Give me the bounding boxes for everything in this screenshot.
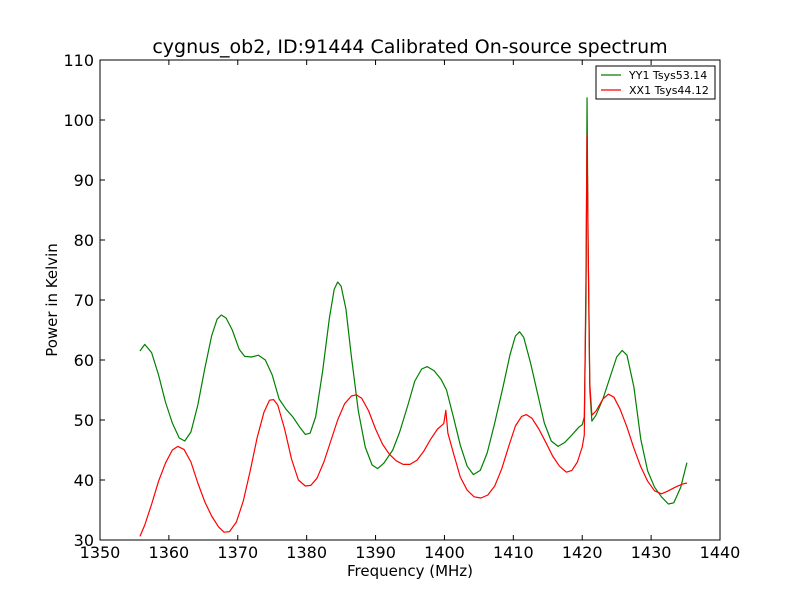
x-tick-label: 1440	[700, 543, 741, 562]
x-tick-labels: 1350 1360 1370 1380 1390 1400 1410 1420 1430 1440	[80, 543, 741, 562]
x-tick-label: 1420	[562, 543, 603, 562]
y-tick-label: 90	[74, 171, 94, 190]
y-axis-label: Power in Kelvin	[43, 243, 61, 357]
x-axis-label: Frequency (MHz)	[347, 562, 473, 580]
legend: YY1 Tsys53.14 XX1 Tsys44.12	[595, 65, 716, 100]
series-line-0	[139, 97, 688, 505]
x-tick-label: 1410	[493, 543, 534, 562]
y-tick-label: 30	[74, 531, 94, 550]
legend-label-xx1: XX1 Tsys44.12	[629, 84, 709, 97]
plot-frame	[99, 59, 721, 541]
legend-label-yy1: YY1 Tsys53.14	[628, 69, 707, 82]
x-tick-label: 1350	[80, 543, 121, 562]
y-tick-label: 70	[74, 291, 94, 310]
x-tick-label: 1390	[355, 543, 396, 562]
x-tick-label: 1360	[149, 543, 190, 562]
y-tick-label: 50	[74, 411, 94, 430]
y-tick-labels: 30 40 50 60 70 80 90 100 110	[63, 51, 94, 550]
chart-title: cygnus_ob2, ID:91444 Calibrated On-sourc…	[152, 36, 667, 58]
series-group	[139, 97, 688, 537]
legend-frame	[595, 65, 716, 100]
x-tick-label: 1370	[217, 543, 258, 562]
ticks-group	[99, 59, 721, 541]
plot-area	[99, 59, 721, 541]
y-tick-label: 110	[63, 51, 94, 70]
series-line-1	[139, 134, 688, 537]
y-tick-label: 60	[74, 351, 94, 370]
y-tick-label: 40	[74, 471, 94, 490]
y-tick-label: 100	[63, 111, 94, 130]
x-tick-label: 1430	[631, 543, 672, 562]
y-tick-label: 80	[74, 231, 94, 250]
x-tick-label: 1380	[286, 543, 327, 562]
x-tick-label: 1400	[424, 543, 465, 562]
